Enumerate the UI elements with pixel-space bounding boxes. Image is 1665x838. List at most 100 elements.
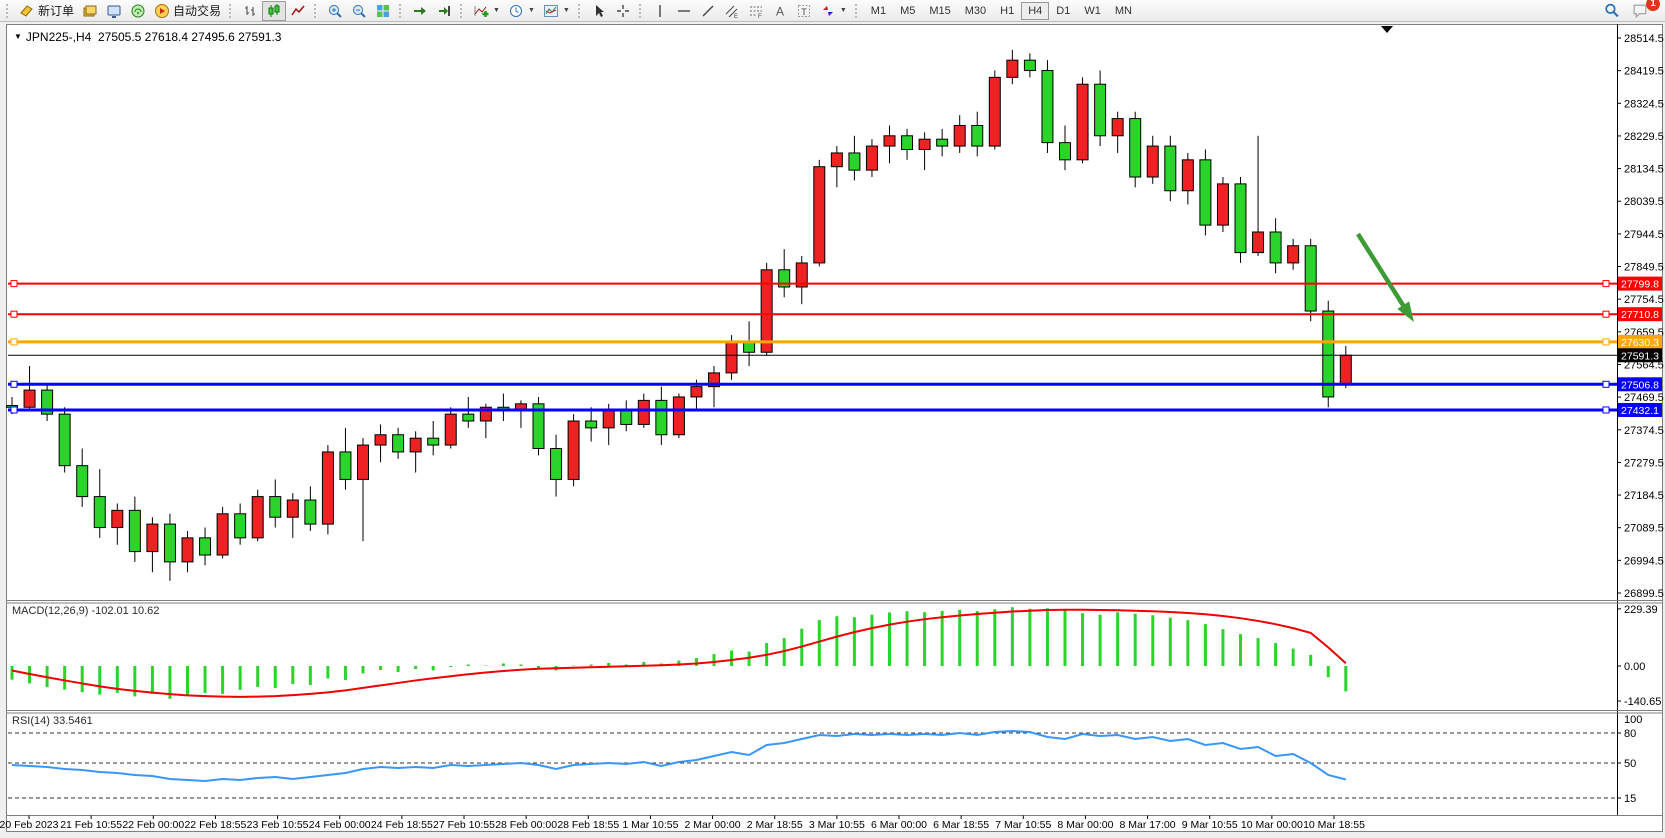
indicators-button[interactable]: ▼	[469, 1, 504, 21]
line-handle[interactable]	[10, 380, 18, 388]
symbol-dropdown-icon[interactable]: ▼	[14, 32, 22, 41]
line-chart-button[interactable]	[286, 1, 310, 21]
candlestick-chart-button[interactable]	[262, 0, 287, 21]
andrews-text-tool-button[interactable]: A	[768, 1, 792, 21]
rsi-line	[11, 729, 1347, 783]
equidistant-channel-tool-button[interactable]: E	[720, 1, 744, 21]
line-handle[interactable]	[1602, 280, 1610, 288]
toolbar-grip[interactable]	[854, 3, 860, 18]
price-badge-label: 27799.8	[1621, 279, 1659, 291]
bars-chart-icon	[245, 5, 256, 16]
time-tick-label: 2 Mar 18:55	[747, 819, 803, 831]
arrows-tool-button[interactable]: ▼	[816, 1, 851, 21]
candle-body	[409, 437, 422, 453]
periods-button[interactable]: ▼	[504, 1, 539, 21]
macd-pane[interactable]: MACD(12,26,9) -102.01 10.62 229.39 0.00 -14…	[10, 604, 1661, 708]
time-tick-label: 7 Mar 10:55	[995, 819, 1051, 831]
time-tick-label: 6 Mar 18:55	[933, 819, 989, 831]
chart-shift-marker[interactable]	[1381, 26, 1393, 33]
timeframe-d1[interactable]: D1	[1049, 2, 1077, 20]
candle-body	[304, 499, 317, 525]
candle-body	[602, 410, 615, 429]
tile-windows-button[interactable]	[371, 1, 395, 21]
candle-body	[848, 152, 861, 171]
candle-body	[1094, 83, 1107, 137]
line-handle[interactable]	[10, 280, 18, 288]
rsi-tick-label: 80	[1624, 728, 1636, 740]
auto-trading-button[interactable]: 自动交易	[150, 1, 225, 21]
price-tick-label: 28039.5	[1624, 196, 1664, 208]
arrow-annotation[interactable]	[1356, 232, 1414, 322]
candle-body	[1164, 145, 1177, 192]
zoom-out-icon	[353, 4, 366, 18]
zoom-in-button[interactable]	[323, 1, 347, 21]
timeframe-toolbar: M1 M5 M15 M30 H1 H4 D1 W1 MN	[864, 1, 1139, 20]
market-watch-button[interactable]	[102, 1, 126, 21]
line-handle[interactable]	[1602, 380, 1610, 388]
timeframe-m15[interactable]: M15	[922, 2, 957, 20]
candle-body	[550, 447, 563, 480]
toolbar-grip[interactable]	[460, 3, 465, 18]
vertical-line-icon	[659, 4, 661, 17]
rsi-pane[interactable]: RSI(14) 33.5461 100 80 50 15	[8, 712, 1642, 805]
candle-body	[321, 451, 334, 525]
timeframe-h1[interactable]: H1	[993, 2, 1021, 20]
candle-body	[1111, 118, 1124, 137]
candle-body	[1339, 354, 1352, 386]
candle-body	[1146, 145, 1159, 178]
line-handle[interactable]	[1602, 310, 1610, 318]
toolbar-grip[interactable]	[314, 3, 319, 18]
time-tick-label: 1 Mar 10:55	[622, 819, 678, 831]
navigator-button[interactable]	[126, 1, 150, 21]
templates-button[interactable]: ▼	[539, 1, 574, 21]
auto-scroll-button[interactable]	[408, 1, 432, 21]
fibonacci-tool-button[interactable]: F	[744, 1, 768, 21]
text-label-tool-button[interactable]: T	[792, 1, 816, 21]
timeframe-w1[interactable]: W1	[1077, 2, 1108, 20]
chart-shift-button[interactable]	[432, 1, 456, 21]
candle-body	[128, 509, 141, 553]
toolbar-grip[interactable]	[577, 3, 583, 18]
price-badge-label: 27591.3	[1621, 350, 1659, 362]
bar-chart-button[interactable]	[238, 1, 262, 21]
toolbar-grip[interactable]	[638, 3, 644, 18]
candle-body	[655, 399, 668, 436]
cursor-button[interactable]	[587, 1, 611, 21]
macd-tick-label: 0.00	[1624, 661, 1645, 673]
line-handle[interactable]	[1602, 406, 1610, 414]
price-axis[interactable]: 28514.5 28419.5 28324.5 28229.5 28134.5 28039…	[1617, 24, 1664, 815]
candle-body	[936, 138, 949, 147]
new-order-button[interactable]: 新订单	[15, 1, 78, 21]
notifications-button[interactable]	[1628, 1, 1653, 21]
line-handle[interactable]	[10, 310, 18, 318]
line-handle[interactable]	[10, 338, 18, 346]
time-axis[interactable]: 20 Feb 2023 21 Feb 10:55 22 Feb 00:00 22 Fe…	[0, 815, 1662, 832]
hlines-layer[interactable]	[8, 280, 1617, 414]
candle-body	[216, 513, 229, 556]
chart-profiles-button[interactable]	[78, 1, 102, 21]
toolbar-grip[interactable]	[6, 3, 11, 18]
timeframe-m30[interactable]: M30	[958, 2, 993, 20]
zoom-in-icon	[329, 4, 342, 18]
horizontal-line-tool-button[interactable]	[672, 1, 696, 21]
search-button[interactable]	[1599, 1, 1624, 21]
toolbar-grip[interactable]	[229, 3, 234, 18]
candle-body	[901, 135, 914, 151]
zoom-out-button[interactable]	[347, 1, 371, 21]
price-badge	[1618, 402, 1662, 417]
price-pane[interactable]	[6, 49, 1618, 581]
vertical-line-tool-button[interactable]	[648, 1, 672, 21]
line-handle[interactable]	[1602, 338, 1610, 346]
crosshair-button[interactable]	[611, 1, 635, 21]
price-tick-label: 28419.5	[1624, 66, 1664, 78]
toolbar-grip[interactable]	[399, 3, 404, 18]
timeframe-h4[interactable]: H4	[1021, 1, 1050, 20]
timeframe-m1[interactable]: M1	[864, 2, 893, 20]
time-tick-label: 22 Feb 00:00	[122, 819, 184, 831]
timeframe-m5[interactable]: M5	[893, 2, 922, 20]
timeframe-mn[interactable]: MN	[1108, 2, 1139, 20]
line-handle[interactable]	[10, 406, 18, 414]
trendline-tool-button[interactable]	[696, 1, 720, 21]
price-tick-label: 26899.5	[1624, 588, 1664, 600]
